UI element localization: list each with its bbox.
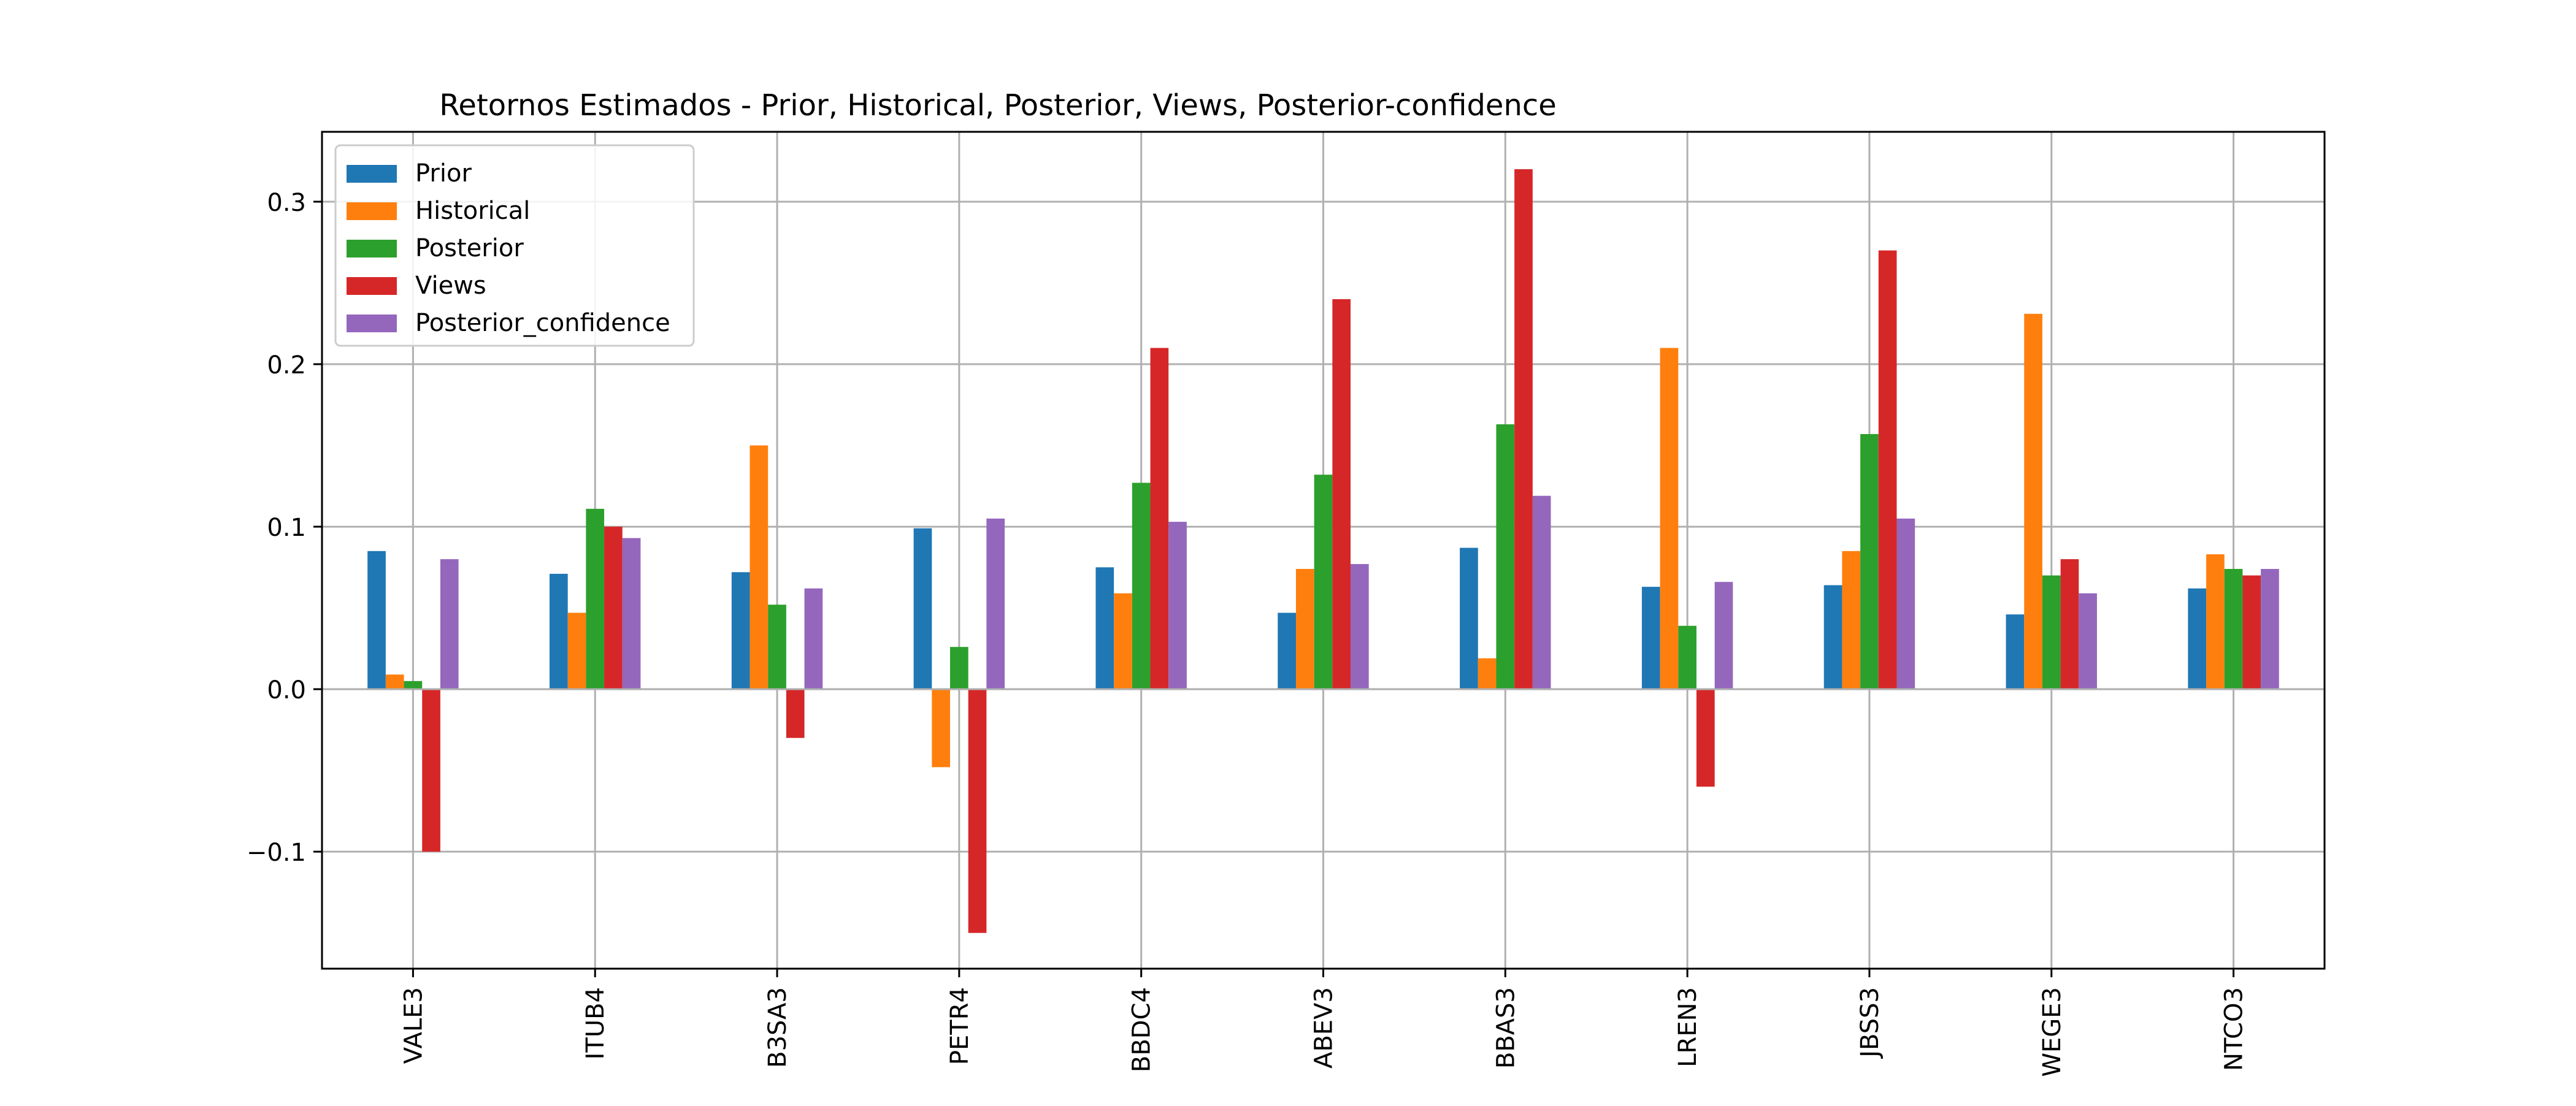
bar-historical-abev3 [1295, 568, 1314, 690]
bar-prior-itub4 [550, 573, 568, 690]
y-tick-label: 0.0 [267, 676, 306, 704]
bar-historical-wege3 [2024, 313, 2042, 690]
bar-historical-ntco3 [2206, 554, 2225, 690]
bar-historical-itub4 [567, 612, 586, 690]
chart-title: Retornos Estimados - Prior, Historical, … [439, 88, 1557, 123]
bar-prior-wege3 [2006, 614, 2025, 690]
bar-views-itub4 [604, 527, 623, 690]
legend-swatch [347, 315, 397, 332]
bar-posterior-confidence-wege3 [2079, 593, 2097, 690]
legend-label: Posterior [415, 234, 524, 262]
bar-posterior-confidence-petr4 [986, 518, 1005, 690]
bar-posterior-confidence-vale3 [440, 559, 459, 690]
bar-views-jbss3 [1878, 250, 1897, 690]
x-tick-label: ITUB4 [581, 987, 610, 1059]
bar-posterior-confidence-ntco3 [2261, 568, 2279, 690]
bar-posterior-ntco3 [2224, 568, 2243, 690]
bar-prior-b3sa3 [731, 572, 750, 690]
bar-prior-abev3 [1278, 612, 1296, 690]
bar-views-petr4 [968, 689, 987, 933]
x-tick-label: JBSS3 [1856, 987, 1884, 1059]
legend-label: Views [415, 272, 486, 300]
bar-views-lren3 [1696, 689, 1715, 787]
bar-posterior-abev3 [1314, 475, 1333, 690]
bar-posterior-bbas3 [1496, 424, 1515, 690]
y-tick-label: 0.3 [267, 189, 306, 217]
legend-swatch [347, 165, 397, 183]
bar-posterior-confidence-jbss3 [1896, 518, 1915, 690]
x-tick-label: BBAS3 [1492, 987, 1520, 1069]
bar-historical-b3sa3 [749, 445, 769, 690]
bar-prior-vale3 [367, 551, 386, 690]
bar-posterior-confidence-bbas3 [1532, 495, 1551, 690]
bar-prior-jbss3 [1823, 585, 1842, 690]
bar-prior-bbdc4 [1095, 567, 1114, 690]
x-tick-label: B3SA3 [764, 987, 792, 1068]
bar-prior-bbas3 [1460, 547, 1478, 690]
bar-views-wege3 [2060, 559, 2079, 690]
legend-label: Prior [415, 159, 472, 188]
bar-views-abev3 [1332, 299, 1351, 690]
legend-box [334, 144, 695, 347]
bar-historical-bbdc4 [1114, 593, 1132, 690]
bar-historical-jbss3 [1842, 551, 1861, 690]
bar-posterior-confidence-lren3 [1714, 582, 1733, 690]
bar-historical-lren3 [1660, 348, 1679, 690]
legend: Prior Historical Posterior Views Posterior_c… [334, 144, 695, 347]
bar-prior-lren3 [1641, 587, 1660, 690]
bar-posterior-confidence-b3sa3 [804, 588, 823, 690]
y-tick-label: 0.2 [267, 351, 306, 379]
x-tick-label: LREN3 [1674, 987, 1702, 1067]
bar-posterior-confidence-itub4 [622, 538, 641, 690]
bar-posterior-petr4 [950, 647, 968, 690]
bar-posterior-b3sa3 [768, 604, 786, 690]
legend-swatch [347, 202, 397, 220]
bar-prior-petr4 [913, 528, 932, 690]
bars [367, 169, 2279, 933]
legend-swatch [347, 277, 397, 295]
bar-historical-bbas3 [1478, 658, 1497, 690]
bar-posterior-confidence-bbdc4 [1168, 522, 1187, 690]
bar-posterior-lren3 [1678, 625, 1696, 690]
legend-swatch [347, 240, 397, 257]
bar-views-vale3 [422, 689, 440, 852]
y-axis: −0.1 0.0 0.1 0.2 0.3 [247, 189, 322, 867]
bar-posterior-bbdc4 [1132, 482, 1151, 690]
bar-views-bbas3 [1514, 169, 1533, 690]
bar-posterior-wege3 [2042, 575, 2061, 690]
x-tick-label: ABEV3 [1310, 987, 1338, 1069]
x-tick-label: NTCO3 [2220, 987, 2248, 1071]
bar-posterior-confidence-abev3 [1351, 564, 1369, 690]
bar-posterior-vale3 [404, 681, 423, 690]
x-axis: VALE3 ITUB4 B3SA3 PETR4 BBDC4 ABEV3 BBAS3 LREN3… [399, 969, 2248, 1077]
legend-label: Historical [415, 197, 530, 225]
bar-views-bbdc4 [1150, 348, 1169, 690]
y-tick-label: −0.1 [247, 839, 306, 867]
bar-posterior-jbss3 [1860, 433, 1879, 690]
bar-historical-petr4 [932, 689, 951, 768]
x-tick-label: WEGE3 [2038, 987, 2066, 1077]
bar-historical-vale3 [385, 674, 404, 690]
bar-views-b3sa3 [786, 689, 805, 738]
x-tick-label: PETR4 [946, 987, 974, 1065]
bar-posterior-itub4 [586, 508, 605, 690]
y-tick-label: 0.1 [267, 514, 306, 542]
bar-views-ntco3 [2242, 575, 2261, 690]
x-tick-label: BBDC4 [1128, 987, 1156, 1072]
bar-prior-ntco3 [2188, 588, 2207, 690]
x-tick-label: VALE3 [399, 987, 427, 1064]
legend-label: Posterior_confidence [415, 309, 670, 337]
